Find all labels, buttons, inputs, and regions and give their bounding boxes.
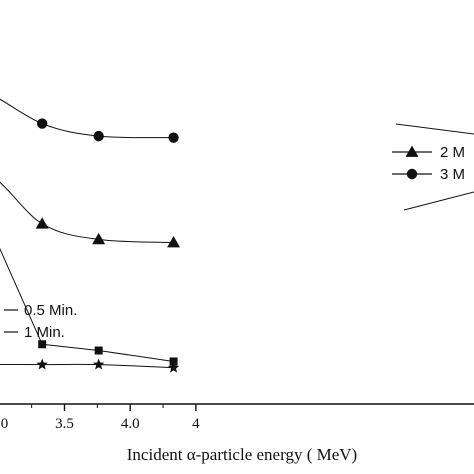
legend-leader-line xyxy=(395,123,474,135)
data-point xyxy=(167,361,180,373)
legend-label: 2 M xyxy=(440,144,465,161)
data-point xyxy=(35,217,49,229)
x-tick-label: 3.0 xyxy=(0,416,8,432)
data-point xyxy=(169,357,178,366)
legend-label: 0.5 Min. xyxy=(24,302,77,319)
x-axis-label: Incident α-particle energy ( MeV) xyxy=(127,445,357,464)
legend-marker xyxy=(406,168,418,180)
data-point xyxy=(92,358,105,370)
series-star xyxy=(0,358,180,373)
legend-right: 2 M3 M xyxy=(392,123,474,211)
data-point xyxy=(36,358,48,370)
series-layer xyxy=(0,98,181,373)
series-triangle xyxy=(0,181,181,248)
data-point xyxy=(92,232,106,245)
series-square xyxy=(0,247,178,366)
legend-label: 3 M xyxy=(440,166,465,183)
series-line xyxy=(0,181,174,244)
data-point xyxy=(36,118,48,129)
legend-label: 1 Min. xyxy=(24,324,65,341)
data-point xyxy=(168,132,179,143)
series-line xyxy=(0,98,174,139)
legend-leader-line xyxy=(403,191,474,211)
legend-marker xyxy=(405,145,419,157)
x-tick-label: 3.5 xyxy=(55,416,74,432)
data-point xyxy=(94,346,103,355)
x-tick-label: 4.0 xyxy=(121,416,140,432)
x-ticks: 1.52.02.53.03.54.04 xyxy=(0,404,200,432)
x-tick-label: 4 xyxy=(192,416,200,432)
data-point xyxy=(93,130,104,142)
data-point xyxy=(38,340,47,349)
series-circle xyxy=(0,98,179,143)
legend-lower-left: 0.5 Min. 1 Min. xyxy=(4,302,77,341)
data-point xyxy=(167,236,181,248)
series-line xyxy=(0,363,174,369)
